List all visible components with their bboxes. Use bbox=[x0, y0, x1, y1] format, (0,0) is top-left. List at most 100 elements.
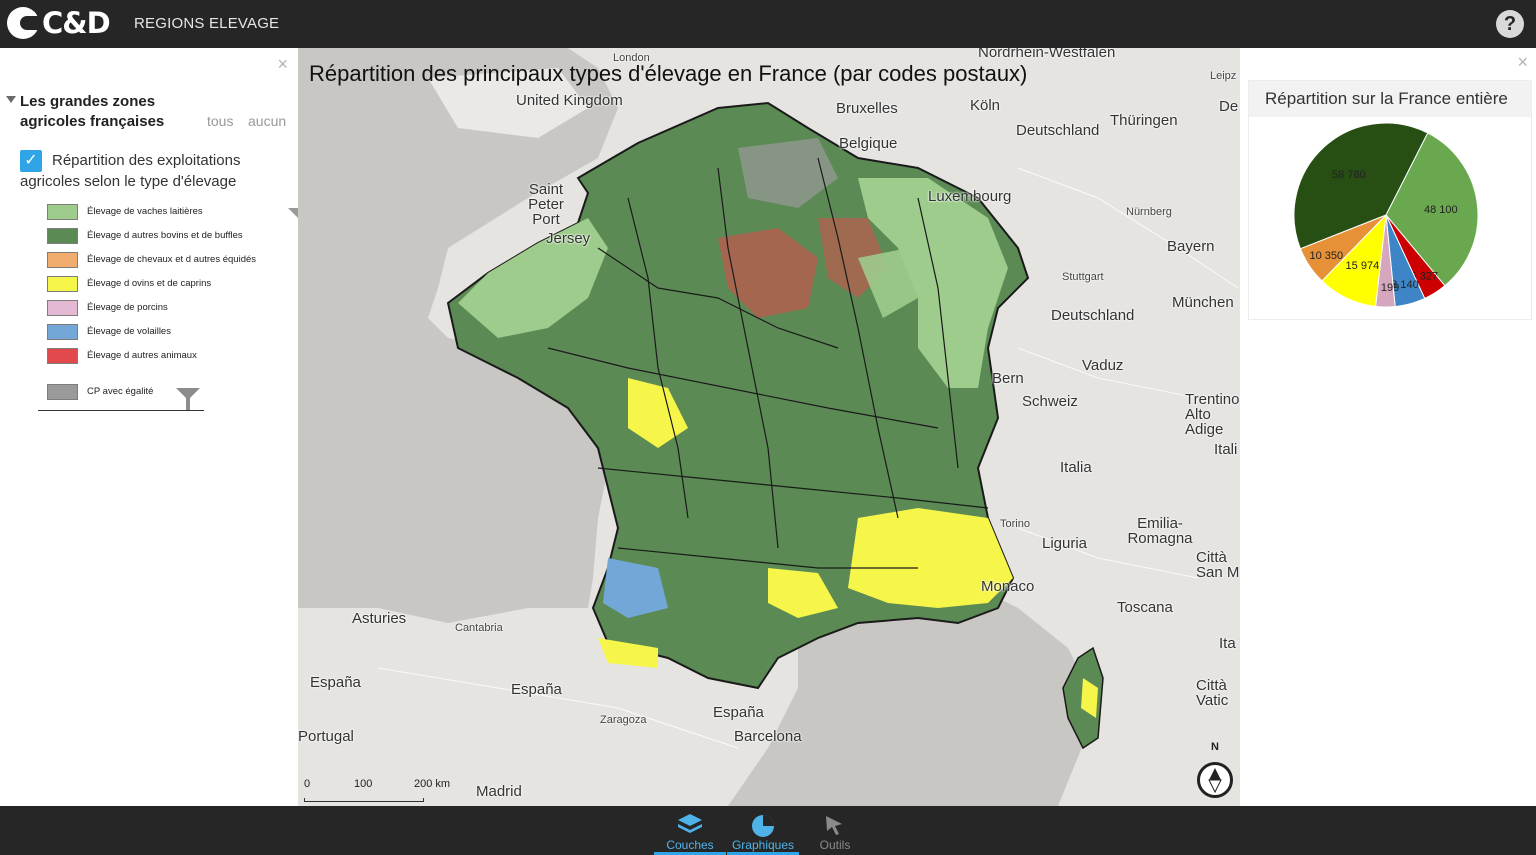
legend-swatch bbox=[47, 228, 78, 244]
pie-slice-label: 48 100 bbox=[1424, 204, 1458, 216]
place-label: Leipz bbox=[1210, 70, 1237, 82]
legend-swatch bbox=[47, 276, 78, 292]
place-label: Nürnberg bbox=[1126, 206, 1172, 218]
map-canvas bbox=[298, 48, 1239, 806]
place-label: Itali bbox=[1214, 441, 1238, 458]
bottom-toolbar: Couches Graphiques Outils bbox=[0, 806, 1536, 855]
region-patch bbox=[628, 378, 688, 448]
pie-slice[interactable] bbox=[1385, 132, 1479, 287]
place-label: Bayern bbox=[1167, 238, 1215, 255]
legend-item: Élevage de vaches laitières bbox=[47, 204, 287, 220]
legend-swatch bbox=[47, 252, 78, 268]
layers-panel: × Les grandes zones agricoles françaises… bbox=[0, 48, 298, 806]
tab-label: Graphiques bbox=[731, 838, 795, 852]
legend-label: Élevage de volailles bbox=[87, 326, 171, 337]
legend-item: Élevage d autres bovins et de buffles bbox=[47, 228, 287, 244]
region-patch bbox=[848, 508, 1013, 608]
legend-label: Élevage de vaches laitières bbox=[87, 206, 203, 217]
pie-slice-label: 8 140 bbox=[1391, 279, 1419, 291]
scale-label: 200 km bbox=[414, 778, 451, 790]
collapse-arrow-icon[interactable] bbox=[6, 96, 16, 103]
logo-text: C&D bbox=[42, 6, 111, 40]
department-borders bbox=[547, 157, 989, 569]
layer-item[interactable]: ✓ Répartition des exploitations agricole… bbox=[20, 150, 290, 192]
place-label: Trentino-Alto Adige bbox=[1185, 391, 1240, 438]
place-label: Portugal bbox=[298, 728, 354, 745]
place-label: Emilia-Romagna bbox=[1127, 515, 1193, 547]
compass-needle-icon bbox=[1208, 768, 1222, 794]
legend-label: Élevage d autres bovins et de buffles bbox=[87, 230, 243, 241]
place-label: Torino bbox=[1000, 518, 1030, 530]
map-view[interactable]: Répartition des principaux types d'éleva… bbox=[298, 48, 1240, 806]
legend-item: Élevage de volailles bbox=[47, 324, 287, 340]
place-label: United Kingdom bbox=[516, 92, 623, 109]
logo-icon bbox=[7, 7, 40, 39]
place-label: Bruxelles bbox=[836, 100, 898, 117]
place-label: Deutschland bbox=[1016, 122, 1100, 139]
place-label: Barcelona bbox=[734, 728, 802, 745]
select-none-link[interactable]: aucun bbox=[248, 113, 287, 129]
tab-graphiques[interactable]: Graphiques bbox=[727, 806, 799, 855]
pie-slice-label: 5 199 bbox=[1372, 282, 1400, 294]
legend-item: Élevage de porcins bbox=[47, 300, 287, 316]
close-icon[interactable]: × bbox=[1517, 52, 1528, 72]
legend-collapse-icon[interactable] bbox=[288, 208, 298, 218]
tab-couches[interactable]: Couches bbox=[654, 806, 726, 855]
help-button[interactable]: ? bbox=[1496, 10, 1524, 38]
legend-item: Élevage d autres animaux bbox=[47, 348, 287, 364]
scale-label: 0 bbox=[304, 778, 311, 790]
charts-panel: × Répartition sur la France entière 48 1… bbox=[1240, 48, 1536, 806]
place-label: España bbox=[713, 704, 764, 721]
filter-icon[interactable] bbox=[176, 388, 200, 410]
uk-land bbox=[428, 68, 588, 138]
pie-slice-label: 58 780 bbox=[1332, 169, 1366, 181]
region-patch bbox=[858, 178, 1008, 388]
pie-chart-card: Répartition sur la France entière 48 100… bbox=[1248, 80, 1532, 320]
pie-slice[interactable] bbox=[1293, 122, 1429, 250]
legend-label: CP avec égalité bbox=[87, 386, 154, 397]
layers-icon bbox=[678, 814, 702, 833]
close-icon[interactable]: × bbox=[277, 54, 288, 74]
legend-label: Élevage d ovins et de caprins bbox=[87, 278, 212, 289]
place-label: Jersey bbox=[546, 230, 591, 247]
legend-item: Élevage d ovins et de caprins bbox=[47, 276, 287, 292]
region-patch bbox=[718, 228, 818, 318]
legend-swatch bbox=[47, 348, 78, 364]
legend-swatch bbox=[47, 300, 78, 316]
place-label: Saint Peter Port bbox=[528, 181, 564, 228]
place-label: Belgique bbox=[839, 135, 898, 152]
layer-checkbox[interactable]: ✓ bbox=[20, 150, 42, 172]
compass-icon[interactable] bbox=[1197, 762, 1233, 798]
legend-item: Élevage de chevaux et d autres équidés bbox=[47, 252, 287, 268]
pie-slice-label: 10 350 bbox=[1309, 250, 1343, 262]
place-label: London bbox=[613, 52, 650, 64]
place-label: Madrid bbox=[476, 783, 522, 800]
app-logo[interactable]: C&D bbox=[6, 6, 111, 40]
place-label: Città Vatic bbox=[1196, 677, 1229, 709]
map-title: Répartition des principaux types d'éleva… bbox=[309, 61, 1028, 86]
place-label: Schweiz bbox=[1022, 393, 1078, 410]
cursor-icon bbox=[826, 816, 842, 835]
place-label: Deutschland bbox=[1051, 307, 1135, 324]
top-bar: C&D REGIONS ELEVAGE ? bbox=[0, 0, 1536, 48]
place-label: Köln bbox=[970, 97, 1001, 114]
scale-label: 100 bbox=[354, 778, 373, 790]
place-label: Città San M bbox=[1196, 549, 1240, 581]
tab-outils[interactable]: Outils bbox=[799, 806, 871, 855]
legend-label: Élevage de porcins bbox=[87, 302, 168, 313]
place-label: España bbox=[310, 674, 361, 691]
scale-bar: 0 100 200 km bbox=[304, 778, 454, 802]
pie-slice-label: 15 974 bbox=[1346, 260, 1380, 272]
select-all-link[interactable]: tous bbox=[207, 113, 234, 129]
region-patch bbox=[768, 568, 838, 618]
place-label: Monaco bbox=[981, 578, 1035, 595]
place-label: España bbox=[511, 681, 562, 698]
place-label: Thüringen bbox=[1110, 112, 1178, 129]
region-patch bbox=[598, 638, 658, 668]
legend-divider bbox=[38, 410, 204, 411]
place-label: Toscana bbox=[1117, 599, 1173, 616]
place-label: Zaragoza bbox=[600, 714, 647, 726]
scale-line bbox=[304, 798, 424, 802]
place-label: München bbox=[1172, 294, 1234, 311]
legend-label: Élevage de chevaux et d autres équidés bbox=[87, 254, 257, 265]
